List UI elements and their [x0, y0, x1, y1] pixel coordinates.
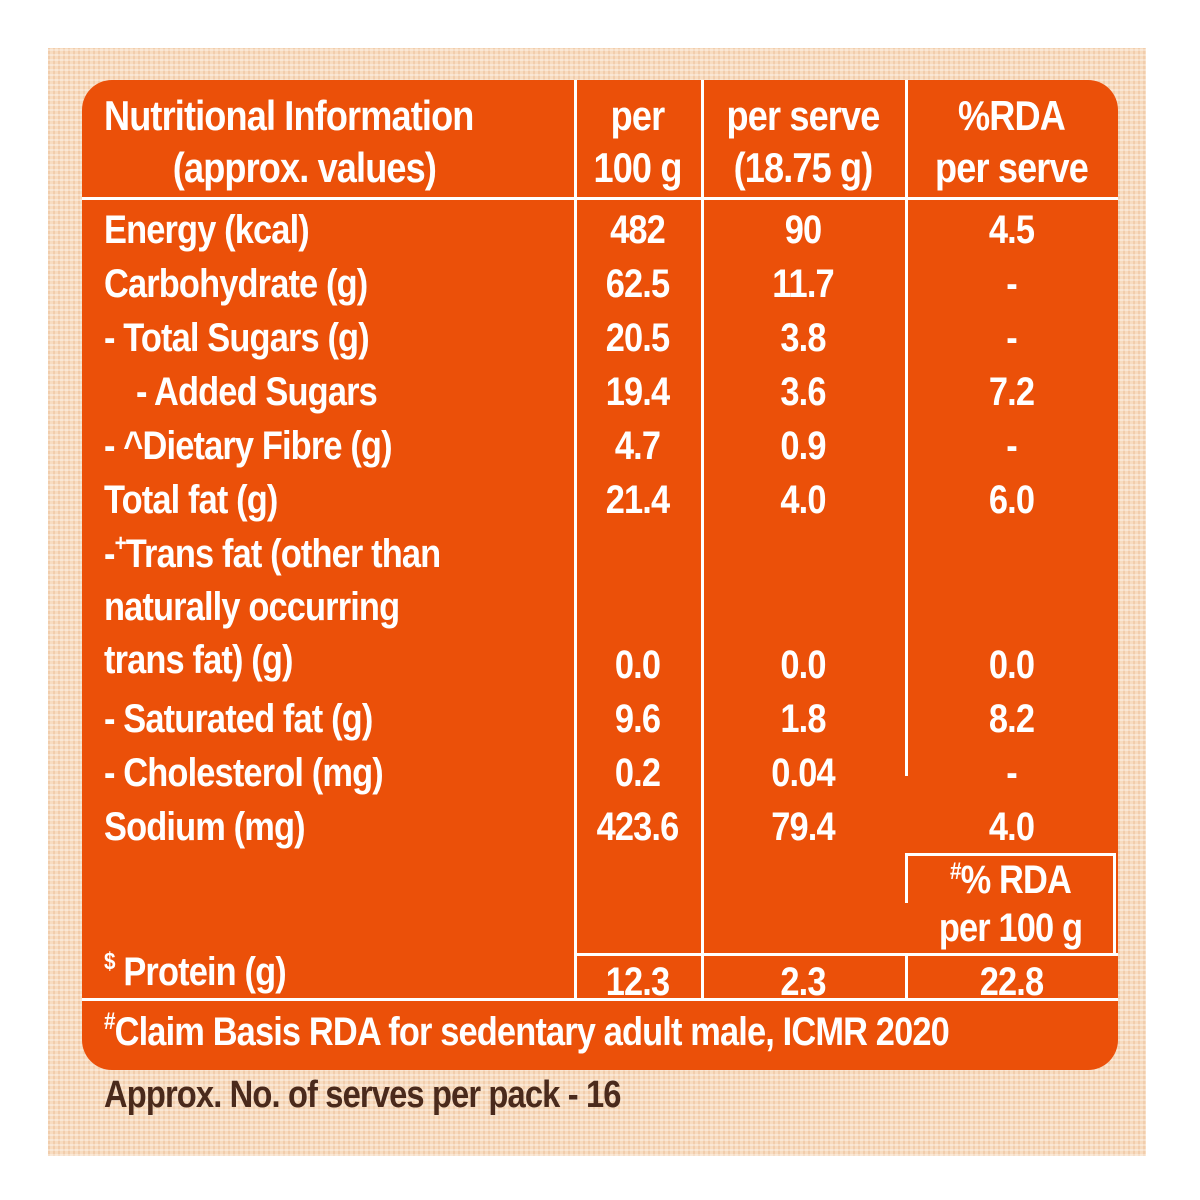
value-saturated-fat-rda: 8.2: [988, 697, 1035, 741]
nutrition-panel: Nutritional Information (approx. values)…: [82, 80, 1118, 1070]
value-total-sugars-perserve: 3.8: [780, 316, 826, 360]
protein-top-line: [574, 953, 1118, 956]
value-protein-rda100: 22.8: [979, 960, 1044, 1004]
header-per-100g: per 100 g: [593, 92, 682, 191]
value-trans-fat-rda: 0.0: [988, 643, 1035, 687]
value-energy-per100: 482: [610, 208, 666, 252]
label-cholesterol: - Cholesterol (mg): [104, 751, 384, 795]
header-nutritional-information: Nutritional Information (approx. values): [104, 92, 474, 191]
claim-basis-note: #Claim Basis RDA for sedentary adult mal…: [104, 1008, 950, 1055]
divider-col3-bottom: [905, 953, 908, 998]
divider-col3-rda100: [905, 853, 908, 903]
value-added-sugars-rda: 7.2: [988, 370, 1035, 414]
label-dietary-fibre: - ^Dietary Fibre (g): [104, 424, 393, 468]
value-added-sugars-per100: 19.4: [605, 370, 670, 414]
label-trans-fat: -+Trans fat (other than naturally occurr…: [104, 530, 441, 683]
value-total-sugars-per100: 20.5: [605, 316, 670, 360]
value-total-sugars-rda: -: [1006, 316, 1017, 360]
value-saturated-fat-perserve: 1.8: [780, 697, 826, 741]
header-rda-per-100g: #% RDA per 100 g: [938, 858, 1083, 950]
value-dietary-fibre-per100: 4.7: [614, 424, 661, 468]
value-cholesterol-rda: -: [1006, 751, 1017, 795]
label-saturated-fat: - Saturated fat (g): [104, 697, 373, 741]
divider-col1: [574, 80, 577, 998]
value-sodium-per100: 423.6: [596, 805, 680, 849]
header-divider: [82, 197, 1118, 200]
label-energy: Energy (kcal): [104, 208, 310, 252]
value-protein-per100: 12.3: [605, 960, 670, 1004]
value-dietary-fibre-perserve: 0.9: [780, 424, 826, 468]
value-total-fat-per100: 21.4: [605, 478, 670, 522]
serves-per-pack-note: Approx. No. of serves per pack - 16: [104, 1074, 621, 1116]
label-added-sugars: - Added Sugars: [136, 370, 378, 414]
value-carbohydrate-rda: -: [1006, 262, 1017, 306]
value-total-fat-rda: 6.0: [988, 478, 1035, 522]
value-cholesterol-per100: 0.2: [614, 751, 661, 795]
rda100-top-line: [905, 853, 1116, 856]
claim-top-line: [82, 998, 1118, 1001]
value-dietary-fibre-rda: -: [1006, 424, 1017, 468]
value-trans-fat-perserve: 0.0: [780, 643, 826, 687]
value-protein-perserve: 2.3: [780, 960, 826, 1004]
label-sodium: Sodium (mg): [104, 805, 306, 849]
value-energy-rda: 4.5: [988, 208, 1035, 252]
value-sodium-perserve: 79.4: [771, 805, 835, 849]
value-saturated-fat-per100: 9.6: [614, 697, 661, 741]
value-carbohydrate-perserve: 11.7: [772, 262, 834, 306]
protein-superscript: $: [104, 948, 116, 975]
label-carbohydrate: Carbohydrate (g): [104, 262, 368, 306]
divider-rda100-right: [1113, 853, 1116, 953]
header-per-serve: per serve (18.75 g): [726, 92, 881, 191]
value-added-sugars-perserve: 3.6: [780, 370, 826, 414]
label-total-fat: Total fat (g): [104, 478, 278, 522]
value-carbohydrate-per100: 62.5: [605, 262, 670, 306]
value-total-fat-perserve: 4.0: [780, 478, 826, 522]
value-trans-fat-per100: 0.0: [614, 643, 661, 687]
value-energy-perserve: 90: [784, 208, 822, 252]
claim-superscript: #: [104, 1008, 116, 1035]
trans-fat-superscript: +: [114, 530, 127, 557]
divider-col3-top: [905, 80, 908, 776]
label-protein: $ Protein (g): [104, 948, 287, 995]
divider-col2: [701, 80, 704, 998]
rda100-superscript: #: [949, 858, 962, 885]
value-sodium-rda: 4.0: [988, 805, 1035, 849]
value-cholesterol-perserve: 0.04: [771, 751, 835, 795]
header-rda-per-serve: %RDA per serve: [935, 92, 1089, 191]
label-total-sugars: - Total Sugars (g): [104, 316, 370, 360]
